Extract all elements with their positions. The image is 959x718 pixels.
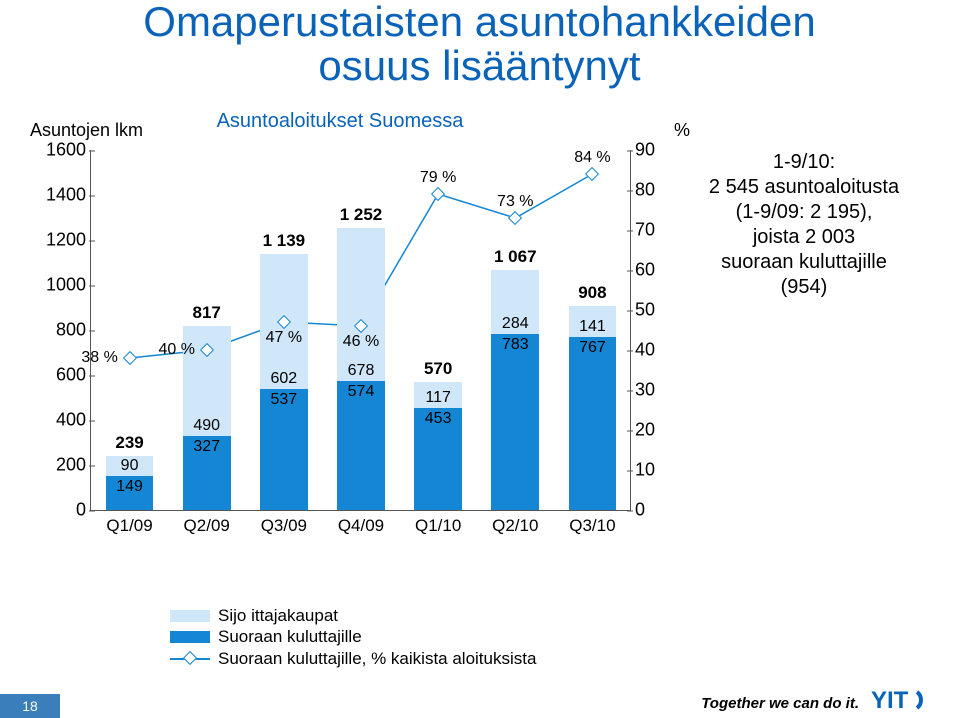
y-right-tick: 20 [635,420,665,441]
x-axis-label: Q1/10 [404,516,472,536]
bar-total-label: 1 139 [250,231,318,251]
legend-row-direct: Suoraan kuluttajille [170,626,536,647]
category: 23990149Q1/09 [106,456,154,510]
x-axis-label: Q1/09 [96,516,164,536]
bar-segment-investor-label: 141 [559,318,627,336]
y-right-tick: 0 [635,500,665,521]
y-right-tick: 90 [635,140,665,161]
y-left-tick: 0 [41,500,86,521]
bar-segment-investor [337,228,385,381]
y-left-tick: 1400 [41,185,86,206]
bar-total-label: 239 [96,433,164,453]
bar-segment-investor-label: 490 [173,417,241,435]
y-left-tick: 1000 [41,275,86,296]
legend-swatch-line [170,652,210,664]
legend-label: Suoraan kuluttajille [218,626,362,647]
y-left-tick: 1200 [41,230,86,251]
bar-total-label: 1 252 [327,205,395,225]
bar-segment-direct-label: 574 [327,383,395,401]
bar-total-label: 817 [173,303,241,323]
y-right-tick: 40 [635,340,665,361]
legend: Sijo ittajakaupatSuoraan kuluttajilleSuo… [170,605,536,669]
line-value-label: 47 % [266,329,302,347]
title-line-2: osuus lisääntynyt [0,44,959,88]
category: 1 139602537Q3/09 [260,254,308,510]
bar-segment-direct-label: 149 [96,478,164,496]
side-note-line: joista 2 003 [679,225,929,250]
bar-segment-direct-label: 537 [250,391,318,409]
x-axis-label: Q2/09 [173,516,241,536]
y-left-tick: 400 [41,410,86,431]
line-value-label: 84 % [574,149,610,167]
line-value-label: 73 % [497,193,533,211]
line-value-label: 38 % [81,349,117,367]
page-number: 18 [0,694,60,718]
slide-title: Omaperustaisten asuntohankkeiden osuus l… [0,0,959,88]
bar-segment-direct-label: 783 [481,336,549,354]
category: 908141767Q3/10 [569,306,617,510]
slogan: Together we can do it. [701,695,859,712]
y-right-tick: 10 [635,460,665,481]
bar-total-label: 570 [404,359,472,379]
y-left-tick: 1600 [41,140,86,161]
side-note: 1-9/10:2 545 asuntoaloitusta(1-9/09: 2 1… [679,150,929,300]
bar-segment-direct [491,334,539,510]
footer: 18 Together we can do it. YIT [0,682,959,718]
plot-area: 0200400600800100012001400160001020304050… [90,150,631,511]
title-line-1: Omaperustaisten asuntohankkeiden [0,0,959,44]
category: 570117453Q1/10 [414,382,462,510]
line-value-label: 40 % [158,341,194,359]
legend-swatch-investor [170,610,210,622]
y-right-tick: 80 [635,180,665,201]
bar-segment-investor-label: 90 [96,457,164,475]
svg-text:YIT: YIT [871,687,909,714]
y-left-tick: 200 [41,455,86,476]
line-value-label: 79 % [420,169,456,187]
side-note-line: 1-9/10: [679,150,929,175]
category: 1 252678574Q4/09 [337,228,385,510]
y-right-tick: 30 [635,380,665,401]
category: 1 067284783Q2/10 [491,270,539,510]
y-right-tick: 70 [635,220,665,241]
legend-label: Suoraan kuluttajille, % kaikista aloituk… [218,648,536,669]
x-axis-label: Q4/09 [327,516,395,536]
side-note-line: (954) [679,275,929,300]
bar-segment-direct-label: 453 [404,410,472,428]
legend-row-line: Suoraan kuluttajille, % kaikista aloituk… [170,648,536,669]
slide-root: Omaperustaisten asuntohankkeiden osuus l… [0,0,959,718]
y-right-tick: 60 [635,260,665,281]
x-axis-label: Q2/10 [481,516,549,536]
bar-total-label: 1 067 [481,247,549,267]
yit-logo: YIT [871,686,939,714]
y-left-tick: 800 [41,320,86,341]
bar-segment-investor-label: 117 [404,389,472,407]
bar-segment-investor-label: 284 [481,315,549,333]
bar-segment-direct-label: 327 [173,438,241,456]
chart-title: Asuntoaloitukset Suomessa [20,110,660,133]
bar-segment-direct-label: 767 [559,339,627,357]
bar-segment-direct [569,337,617,510]
bar-segment-investor-label: 678 [327,362,395,380]
y-right-tick: 50 [635,300,665,321]
bar-segment-investor-label: 602 [250,370,318,388]
side-note-line: 2 545 asuntoaloitusta [679,175,929,200]
x-axis-label: Q3/09 [250,516,318,536]
side-note-line: suoraan kuluttajille [679,250,929,275]
bar-total-label: 908 [559,283,627,303]
legend-swatch-direct [170,631,210,643]
line-value-label: 46 % [343,333,379,351]
legend-row-investor: Sijo ittajakaupat [170,605,536,626]
chart: Asuntojen lkm % Asuntoaloitukset Suomess… [20,120,660,590]
side-note-line: (1-9/09: 2 195), [679,200,929,225]
legend-label: Sijo ittajakaupat [218,605,338,626]
x-axis-label: Q3/10 [559,516,627,536]
y-left-tick: 600 [41,365,86,386]
y-right-axis-label: % [674,120,690,141]
